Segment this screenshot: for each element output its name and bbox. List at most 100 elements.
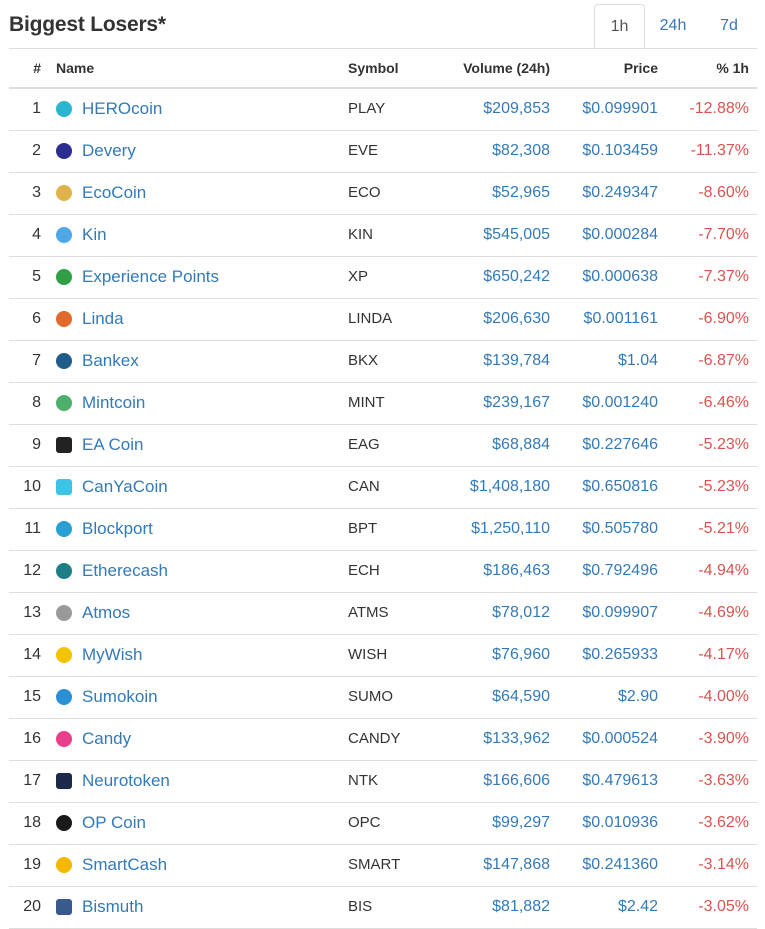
price-link[interactable]: $0.241360 [582, 856, 658, 873]
percent-change-cell: -3.05% [698, 898, 749, 915]
coin-name-link[interactable]: Atmos [82, 603, 131, 622]
price-link[interactable]: $2.42 [617, 898, 658, 915]
coin-name-link[interactable]: CanYaCoin [82, 477, 168, 496]
price-link[interactable]: $0.103459 [582, 142, 658, 159]
timeframe-tabs: 1h 24h 7d [594, 4, 757, 49]
column-header-volume[interactable]: Volume (24h) [463, 60, 550, 76]
table-row: 9 EA Coin EAG $68,884 $0.227646 -5.23% [9, 425, 757, 467]
column-header-name[interactable]: Name [56, 60, 95, 76]
volume-link[interactable]: $545,005 [483, 226, 550, 243]
price-link[interactable]: $0.099901 [582, 100, 658, 117]
column-header-rank[interactable]: # [33, 60, 41, 76]
coin-name-link[interactable]: Bismuth [82, 897, 144, 916]
coin-name-link[interactable]: SmartCash [82, 855, 168, 874]
percent-change-cell: -12.88% [689, 100, 749, 117]
percent-change-cell: -7.37% [698, 268, 749, 285]
price-link[interactable]: $0.000638 [582, 268, 658, 285]
volume-link[interactable]: $68,884 [492, 436, 550, 453]
price-link[interactable]: $0.227646 [582, 436, 658, 453]
column-header-price[interactable]: Price [623, 60, 658, 76]
volume-link[interactable]: $650,242 [483, 268, 550, 285]
symbol-cell: BKX [348, 352, 379, 369]
volume-link[interactable]: $76,960 [492, 646, 550, 663]
tab-7d[interactable]: 7d [720, 17, 738, 34]
percent-change-cell: -4.00% [698, 688, 749, 705]
volume-link[interactable]: $82,308 [492, 142, 550, 159]
volume-link[interactable]: $147,868 [483, 856, 550, 873]
price-link[interactable]: $0.650816 [582, 478, 658, 495]
coin-name-link[interactable]: Candy [82, 729, 132, 748]
canyacoin-icon [56, 479, 72, 495]
coin-name-link[interactable]: Neurotoken [82, 771, 170, 790]
price-link[interactable]: $0.099907 [582, 604, 658, 621]
coin-name-link[interactable]: Devery [82, 141, 136, 160]
price-link[interactable]: $0.505780 [582, 520, 658, 537]
table-body: 1 HEROcoin PLAY $209,853 $0.099901 -12.88% 2 De… [9, 89, 757, 929]
name-cell: Mintcoin [56, 393, 145, 413]
rank-cell: 4 [32, 226, 41, 243]
percent-change-cell: -5.21% [698, 520, 749, 537]
mintcoin-icon [56, 395, 72, 411]
price-link[interactable]: $0.001240 [582, 394, 658, 411]
volume-link[interactable]: $239,167 [483, 394, 550, 411]
name-cell: Linda [56, 309, 124, 329]
coin-name-link[interactable]: Etherecash [82, 561, 168, 580]
widget-header: Biggest Losers* 1h 24h 7d [0, 0, 765, 49]
price-link[interactable]: $2.90 [617, 688, 658, 705]
price-link[interactable]: $0.479613 [582, 772, 658, 789]
volume-link[interactable]: $186,463 [483, 562, 550, 579]
volume-link[interactable]: $52,965 [492, 184, 550, 201]
price-link[interactable]: $0.000524 [582, 730, 658, 747]
volume-link[interactable]: $99,297 [492, 814, 550, 831]
price-link[interactable]: $0.000284 [582, 226, 658, 243]
coin-name-link[interactable]: Linda [82, 309, 124, 328]
price-link[interactable]: $0.265933 [582, 646, 658, 663]
volume-link[interactable]: $78,012 [492, 604, 550, 621]
volume-link[interactable]: $64,590 [492, 688, 550, 705]
coin-name-link[interactable]: Blockport [82, 519, 153, 538]
name-cell: Experience Points [56, 267, 219, 287]
symbol-cell: EVE [348, 142, 379, 159]
volume-link[interactable]: $1,408,180 [469, 478, 550, 495]
price-link[interactable]: $0.249347 [582, 184, 658, 201]
symbol-cell: SUMO [348, 688, 393, 705]
coin-name-link[interactable]: Mintcoin [82, 393, 146, 412]
price-link[interactable]: $0.792496 [582, 562, 658, 579]
table-row: 7 Bankex BKX $139,784 $1.04 -6.87% [9, 341, 757, 383]
volume-link[interactable]: $81,882 [492, 898, 550, 915]
price-link[interactable]: $0.001161 [583, 310, 658, 327]
volume-link[interactable]: $133,962 [483, 730, 550, 747]
volume-link[interactable]: $139,784 [483, 352, 550, 369]
coin-name-link[interactable]: EA Coin [82, 435, 144, 454]
symbol-cell: MINT [348, 394, 385, 411]
price-link[interactable]: $0.010936 [582, 814, 658, 831]
volume-link[interactable]: $1,250,110 [471, 520, 550, 537]
coin-name-link[interactable]: HEROcoin [82, 99, 163, 118]
table-row: 1 HEROcoin PLAY $209,853 $0.099901 -12.88% [9, 89, 757, 131]
volume-link[interactable]: $206,630 [483, 310, 550, 327]
symbol-cell: KIN [348, 226, 374, 243]
symbol-cell: EAG [348, 436, 380, 453]
coin-name-link[interactable]: Experience Points [82, 267, 220, 286]
percent-change-cell: -6.87% [698, 352, 749, 369]
name-cell: OP Coin [56, 813, 146, 833]
name-cell: Neurotoken [56, 771, 170, 791]
coin-name-link[interactable]: EcoCoin [82, 183, 147, 202]
percent-change-cell: -3.62% [698, 814, 749, 831]
coin-name-link[interactable]: Bankex [82, 351, 139, 370]
volume-link[interactable]: $209,853 [483, 100, 550, 117]
tab-24h[interactable]: 24h [659, 17, 687, 34]
symbol-cell: CAN [348, 478, 380, 495]
name-cell: Kin [56, 225, 107, 245]
coin-name-link[interactable]: OP Coin [82, 813, 146, 832]
bankex-icon [56, 353, 72, 369]
coin-name-link[interactable]: Kin [82, 225, 107, 244]
coin-name-link[interactable]: MyWish [82, 645, 143, 664]
coin-name-link[interactable]: Sumokoin [82, 687, 158, 706]
volume-link[interactable]: $166,606 [483, 772, 550, 789]
column-header-percent-change[interactable]: % 1h [716, 60, 749, 76]
column-header-symbol[interactable]: Symbol [348, 60, 399, 76]
tab-1h[interactable]: 1h [594, 4, 645, 49]
rank-cell: 6 [32, 310, 41, 327]
price-link[interactable]: $1.04 [617, 352, 658, 369]
